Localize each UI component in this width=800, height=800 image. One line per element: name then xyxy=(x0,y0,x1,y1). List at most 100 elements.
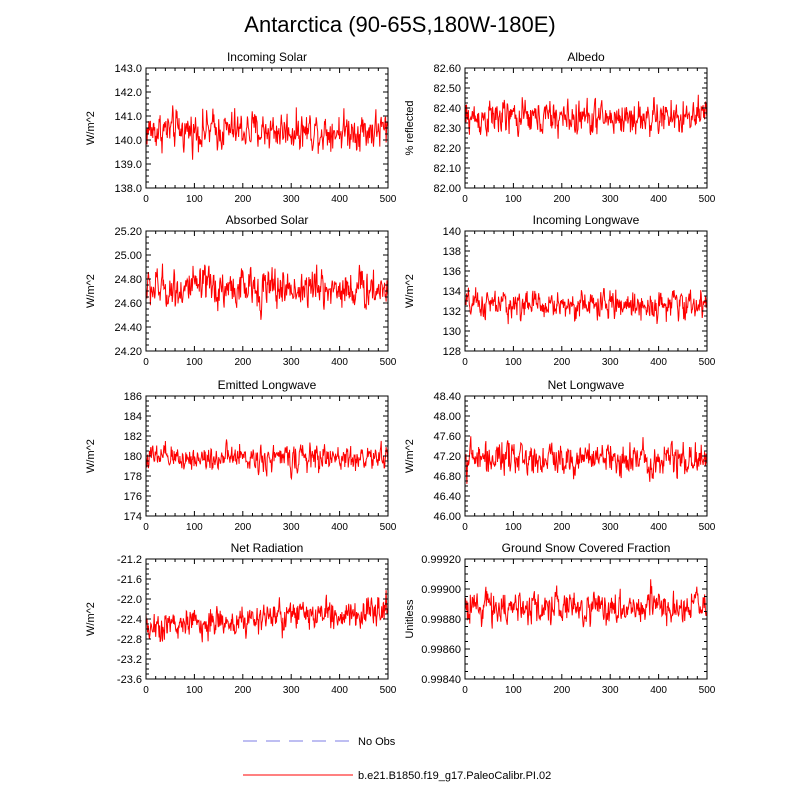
y-tick-label-incoming-longwave: 128 xyxy=(443,346,461,358)
x-tick-label-net-longwave: 500 xyxy=(699,522,716,533)
y-tick-label-incoming-longwave: 138 xyxy=(443,246,461,258)
series-line-absorbed-solar xyxy=(145,263,389,320)
y-tick-label-absorbed-solar: 25.20 xyxy=(114,226,142,238)
y-tick-label-albedo: 82.40 xyxy=(433,103,461,115)
x-tick-label-incoming-longwave: 100 xyxy=(505,357,522,368)
x-tick-label-emitted-longwave: 0 xyxy=(143,522,149,533)
x-tick-label-absorbed-solar: 500 xyxy=(380,357,397,368)
x-tick-label-incoming-solar: 0 xyxy=(143,194,149,205)
y-tick-label-emitted-longwave: 178 xyxy=(124,471,142,483)
x-tick-label-net-longwave: 300 xyxy=(602,522,619,533)
y-tick-label-incoming-solar: 142.0 xyxy=(114,87,142,99)
x-tick-label-incoming-solar: 400 xyxy=(331,194,348,205)
panel-title-net-radiation: Net Radiation xyxy=(231,541,304,555)
x-tick-label-net-radiation: 500 xyxy=(380,685,397,696)
x-tick-label-albedo: 200 xyxy=(553,194,570,205)
y-tick-label-emitted-longwave: 184 xyxy=(124,411,142,423)
y-tick-label-ground-snow-covered-fraction: 0.99860 xyxy=(421,644,461,656)
x-tick-label-net-longwave: 0 xyxy=(462,522,468,533)
y-tick-label-absorbed-solar: 24.80 xyxy=(114,274,142,286)
legend-model-label: b.e21.B1850.f19_g17.PaleoCalibr.PI.02 xyxy=(358,770,551,782)
y-tick-label-incoming-longwave: 140 xyxy=(443,226,461,238)
x-tick-label-incoming-longwave: 300 xyxy=(602,357,619,368)
x-tick-label-emitted-longwave: 100 xyxy=(186,522,203,533)
x-tick-label-incoming-solar: 500 xyxy=(380,194,397,205)
y-tick-label-albedo: 82.20 xyxy=(433,143,461,155)
x-tick-label-absorbed-solar: 100 xyxy=(186,357,203,368)
y-axis-label-absorbed-solar: W/m^2 xyxy=(85,274,97,308)
y-tick-label-net-longwave: 48.40 xyxy=(433,391,461,403)
x-tick-label-ground-snow-covered-fraction: 500 xyxy=(699,685,716,696)
y-tick-label-emitted-longwave: 174 xyxy=(124,511,142,523)
x-tick-label-net-radiation: 0 xyxy=(143,685,149,696)
y-tick-label-net-longwave: 47.20 xyxy=(433,451,461,463)
x-tick-label-albedo: 300 xyxy=(602,194,619,205)
x-tick-label-emitted-longwave: 300 xyxy=(283,522,300,533)
y-tick-label-incoming-longwave: 136 xyxy=(443,266,461,278)
plot-frame-incoming-longwave xyxy=(464,230,708,352)
y-tick-label-albedo: 82.30 xyxy=(433,123,461,135)
panel-title-albedo: Albedo xyxy=(567,50,605,64)
y-axis-label-net-radiation: W/m^2 xyxy=(85,602,97,636)
x-tick-label-albedo: 0 xyxy=(462,194,468,205)
series-line-ground-snow-covered-fraction xyxy=(464,579,708,629)
panel-title-emitted-longwave: Emitted Longwave xyxy=(218,378,317,392)
y-tick-label-net-radiation: -23.6 xyxy=(117,674,142,686)
x-tick-label-absorbed-solar: 200 xyxy=(234,357,251,368)
panel-absorbed-solar: Absorbed Solar W/m^2 0 100 200 300 400 500 24.20… xyxy=(85,213,397,368)
x-tick-label-absorbed-solar: 400 xyxy=(331,357,348,368)
x-tick-label-albedo: 500 xyxy=(699,194,716,205)
x-tick-label-incoming-longwave: 400 xyxy=(650,357,667,368)
y-tick-label-net-longwave: 48.00 xyxy=(433,411,461,423)
y-tick-label-emitted-longwave: 182 xyxy=(124,431,142,443)
x-tick-label-albedo: 100 xyxy=(505,194,522,205)
y-tick-label-ground-snow-covered-fraction: 0.99920 xyxy=(421,554,461,566)
y-tick-label-net-longwave: 46.80 xyxy=(433,471,461,483)
x-tick-label-incoming-solar: 300 xyxy=(283,194,300,205)
y-tick-label-incoming-solar: 141.0 xyxy=(114,111,142,123)
series-line-incoming-longwave xyxy=(464,287,708,325)
y-tick-label-ground-snow-covered-fraction: 0.99840 xyxy=(421,674,461,686)
y-tick-label-incoming-solar: 138.0 xyxy=(114,183,142,195)
panels: Incoming Solar W/m^2 0 100 200 300 400 500 138.0… xyxy=(85,50,716,696)
y-tick-label-net-radiation: -22.4 xyxy=(117,614,142,626)
x-tick-label-net-longwave: 200 xyxy=(553,522,570,533)
y-axis-label-net-longwave: W/m^2 xyxy=(404,439,416,473)
x-tick-label-emitted-longwave: 400 xyxy=(331,522,348,533)
x-tick-label-incoming-solar: 200 xyxy=(234,194,251,205)
panel-title-absorbed-solar: Absorbed Solar xyxy=(226,213,309,227)
y-tick-label-incoming-longwave: 130 xyxy=(443,326,461,338)
y-tick-label-albedo: 82.60 xyxy=(433,63,461,75)
x-tick-label-net-radiation: 400 xyxy=(331,685,348,696)
panel-title-ground-snow-covered-fraction: Ground Snow Covered Fraction xyxy=(502,541,671,555)
y-tick-label-net-radiation: -22.0 xyxy=(117,594,142,606)
y-tick-label-incoming-longwave: 134 xyxy=(443,286,461,298)
x-tick-label-ground-snow-covered-fraction: 300 xyxy=(602,685,619,696)
series-line-albedo xyxy=(464,94,708,139)
panel-title-incoming-solar: Incoming Solar xyxy=(227,50,307,64)
y-tick-label-net-radiation: -21.2 xyxy=(117,554,142,566)
y-tick-label-incoming-solar: 143.0 xyxy=(114,63,142,75)
x-tick-label-ground-snow-covered-fraction: 0 xyxy=(462,685,468,696)
y-tick-label-absorbed-solar: 24.40 xyxy=(114,322,142,334)
y-axis-label-emitted-longwave: W/m^2 xyxy=(85,439,97,473)
series-line-net-radiation xyxy=(145,590,389,643)
panel-ground-snow-covered-fraction: Ground Snow Covered Fraction Unitless 0 100… xyxy=(404,541,716,696)
x-tick-label-ground-snow-covered-fraction: 200 xyxy=(553,685,570,696)
x-tick-label-incoming-solar: 100 xyxy=(186,194,203,205)
y-tick-label-net-radiation: -21.6 xyxy=(117,574,142,586)
y-tick-label-net-radiation: -23.2 xyxy=(117,654,142,666)
panel-incoming-solar: Incoming Solar W/m^2 0 100 200 300 400 500 138.0… xyxy=(85,50,397,205)
x-tick-label-incoming-longwave: 200 xyxy=(553,357,570,368)
x-tick-label-net-longwave: 100 xyxy=(505,522,522,533)
y-tick-label-emitted-longwave: 180 xyxy=(124,451,142,463)
y-tick-label-incoming-solar: 139.0 xyxy=(114,159,142,171)
x-tick-label-incoming-longwave: 500 xyxy=(699,357,716,368)
y-tick-label-net-longwave: 47.60 xyxy=(433,431,461,443)
x-tick-label-incoming-longwave: 0 xyxy=(462,357,468,368)
y-tick-label-emitted-longwave: 186 xyxy=(124,391,142,403)
panel-title-net-longwave: Net Longwave xyxy=(548,378,625,392)
x-tick-label-albedo: 400 xyxy=(650,194,667,205)
y-tick-label-absorbed-solar: 24.20 xyxy=(114,346,142,358)
